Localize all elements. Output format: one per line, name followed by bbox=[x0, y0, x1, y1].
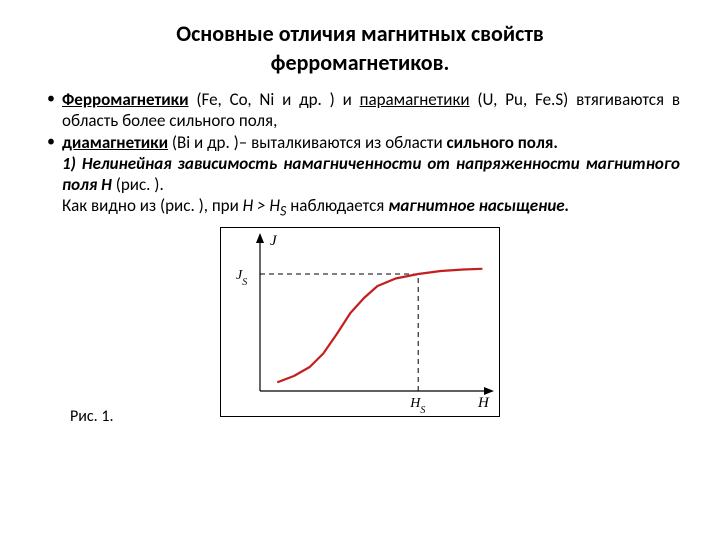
title-line1: Основные отличия магнитных свойств bbox=[40, 20, 680, 49]
title-line2: ферромагнетиков. bbox=[40, 49, 680, 78]
body-text: • Ферромагнетики (Fe, Co, Ni и др. ) и п… bbox=[40, 89, 680, 220]
magnetization-chart: JHJSHS bbox=[220, 227, 680, 417]
bullet-1: Ферромагнетики (Fe, Co, Ni и др. ) и пар… bbox=[62, 89, 680, 132]
bullet-icon: • bbox=[40, 89, 62, 109]
bullet-2: диамагнетики (Bi и др. )– выталкиваются … bbox=[62, 132, 680, 153]
svg-text:H: H bbox=[477, 395, 490, 411]
paragraph-2: Как видно из (рис. ), при Н > НS наблюда… bbox=[62, 195, 680, 220]
paragraph-1: 1) Нелинейная зависимость намагниченност… bbox=[62, 153, 680, 196]
bullet-icon: • bbox=[40, 132, 62, 152]
